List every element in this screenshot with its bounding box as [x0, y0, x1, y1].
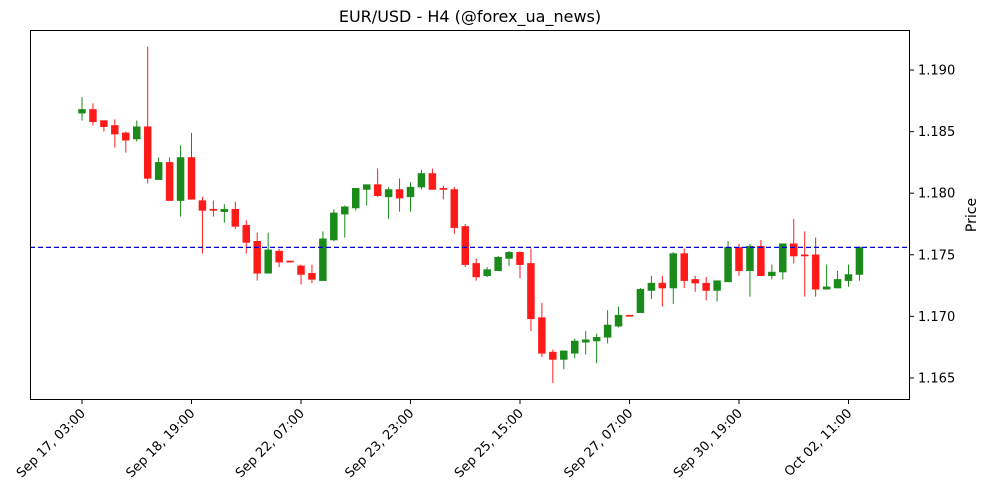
- candle-up: [833, 279, 842, 289]
- candle-up: [713, 280, 721, 291]
- candle-down: [143, 126, 152, 179]
- candle-down: [242, 224, 250, 243]
- candle-down: [297, 265, 305, 275]
- candle-up: [822, 286, 831, 290]
- candle-down: [395, 189, 404, 199]
- candle-down: [231, 208, 240, 227]
- candle-up: [844, 274, 853, 281]
- candle-down: [111, 125, 119, 135]
- candle-up: [746, 245, 754, 272]
- candle-up: [592, 337, 601, 342]
- candle-down: [757, 245, 765, 276]
- candle-down: [89, 109, 97, 123]
- candle-down: [286, 260, 294, 263]
- candle-up: [636, 289, 645, 313]
- y-tick-label: 1.190: [918, 64, 955, 79]
- candle-down: [527, 263, 535, 320]
- candle-up: [319, 238, 327, 281]
- candle-up: [133, 126, 141, 140]
- x-tick-label: Sep 17, 03:00: [14, 406, 89, 481]
- y-tick-label: 1.185: [918, 125, 955, 140]
- candle-up: [341, 206, 349, 215]
- x-tick-label: Oct 02, 11:00: [782, 406, 855, 479]
- y-axis-label: Price: [964, 198, 980, 232]
- candle-up: [264, 249, 272, 274]
- candle-up: [855, 247, 864, 275]
- candle-up: [154, 162, 163, 180]
- y-tick-label: 1.180: [918, 187, 955, 202]
- candle-down: [680, 253, 688, 281]
- candle-down: [308, 273, 316, 280]
- candle-up: [176, 157, 185, 201]
- candle-down: [198, 200, 207, 211]
- candle-down: [472, 263, 480, 278]
- candle-up: [330, 212, 338, 241]
- candle-down: [811, 254, 820, 290]
- candle-up: [571, 340, 579, 354]
- candle-up: [406, 186, 415, 198]
- candle-up: [581, 339, 590, 343]
- x-tick-label: Sep 18, 19:00: [123, 406, 198, 481]
- candle-up: [724, 247, 732, 283]
- candle-up: [614, 314, 623, 327]
- candle-down: [790, 243, 798, 257]
- candle-up: [560, 350, 568, 360]
- candle-up: [669, 253, 678, 289]
- candle-down: [658, 282, 667, 289]
- candle-down: [209, 208, 218, 211]
- candle-down: [165, 162, 174, 201]
- candle-up: [384, 189, 393, 198]
- x-tick-label: Sep 30, 19:00: [671, 406, 746, 481]
- x-tick-label: Sep 23, 23:00: [342, 406, 417, 481]
- candle-down: [187, 157, 196, 200]
- candle-up: [220, 208, 229, 212]
- candle-up: [768, 271, 776, 276]
- y-tick-label: 1.175: [918, 248, 955, 263]
- x-tick-label: Sep 25, 15:00: [452, 406, 527, 481]
- candle-down: [373, 184, 382, 196]
- plot-frame: [30, 30, 910, 400]
- x-axis: Sep 17, 03:00 Sep 18, 19:00 Sep 22, 07:00 S…: [14, 400, 855, 481]
- candle-up: [603, 324, 612, 338]
- candle-up: [779, 243, 787, 273]
- candle-down: [253, 240, 261, 274]
- x-tick-label: Sep 27, 07:00: [561, 406, 636, 481]
- candle-up: [505, 252, 513, 259]
- candle-down: [275, 250, 283, 263]
- candle-down: [439, 188, 448, 190]
- candle-down: [461, 226, 469, 265]
- candle-up: [417, 173, 426, 188]
- candle-down: [625, 314, 634, 317]
- candle-down: [100, 120, 108, 127]
- candle-up: [483, 269, 491, 276]
- chart-title: EUR/USD - H4 (@forex_ua_news): [339, 7, 601, 27]
- candle-down: [549, 351, 557, 360]
- candle-up: [352, 188, 360, 209]
- candle-up: [78, 109, 86, 114]
- candle-down: [516, 252, 524, 265]
- candle-down: [691, 279, 699, 284]
- candle-down: [428, 173, 437, 190]
- candle-down: [800, 254, 809, 257]
- candle-down: [735, 247, 743, 272]
- candle-up: [494, 256, 502, 272]
- candle-down: [450, 189, 459, 228]
- candle-down: [122, 132, 130, 141]
- candle-down: [538, 317, 546, 354]
- candle-down: [702, 282, 710, 291]
- y-tick-label: 1.170: [918, 310, 955, 325]
- y-tick-label: 1.165: [918, 371, 955, 386]
- candle-up: [362, 184, 371, 190]
- x-tick-label: Sep 22, 07:00: [233, 406, 308, 481]
- candles-layer: [30, 46, 910, 383]
- candle-up: [647, 282, 656, 291]
- y-axis: 1.165 1.170 1.175 1.180 1.185 1.190: [910, 64, 955, 386]
